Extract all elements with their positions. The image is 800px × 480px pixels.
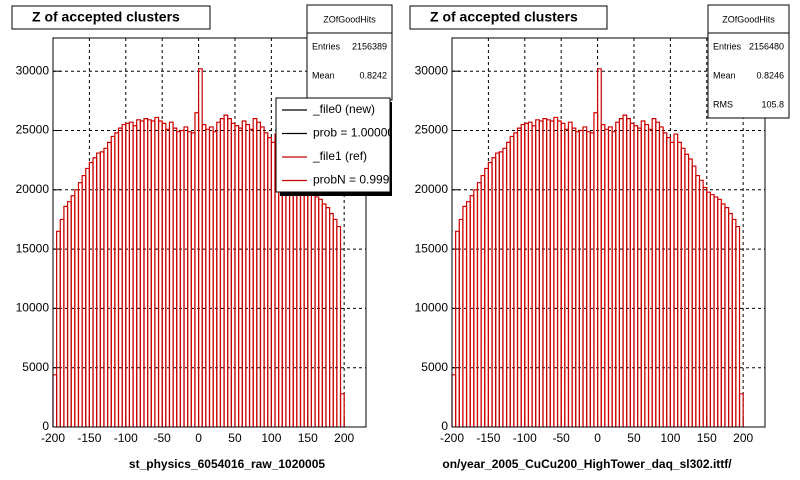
y-tick-label: 5000 bbox=[22, 360, 49, 374]
x-tick-label: 50 bbox=[228, 431, 242, 445]
y-tick-label: 20000 bbox=[415, 182, 449, 196]
stats-box bbox=[707, 4, 790, 119]
x-tick-label: -150 bbox=[77, 431, 101, 445]
histogram-bin bbox=[738, 393, 744, 427]
stats-value: 105.8 bbox=[761, 99, 784, 109]
plot-frame-border bbox=[52, 37, 367, 428]
stats-name: ZOfGoodHits bbox=[323, 14, 376, 24]
stats-value: 2156480 bbox=[749, 41, 784, 51]
chart-title: Z of accepted clusters bbox=[430, 9, 578, 25]
stats-key: Entries bbox=[713, 41, 742, 51]
x-axis-label: on/year_2005_CuCu200_HighTower_daq_sl302… bbox=[442, 457, 732, 471]
y-tick-label: 15000 bbox=[415, 241, 449, 255]
title-box bbox=[409, 5, 608, 30]
y-tick-label: 25000 bbox=[415, 123, 449, 137]
x-tick-label: 150 bbox=[697, 431, 717, 445]
stats-box bbox=[306, 4, 393, 101]
legend: _file0 (new) prob = 1.000000 _file1 (ref) p… bbox=[282, 102, 403, 187]
histogram-bin bbox=[735, 225, 741, 427]
y-tick-label: 30000 bbox=[415, 63, 449, 77]
x-tick-label: 200 bbox=[334, 431, 354, 445]
histogram-bin bbox=[336, 225, 342, 427]
legend-box bbox=[275, 97, 391, 193]
x-tick-label: -200 bbox=[41, 431, 65, 445]
y-tick-label: 0 bbox=[441, 419, 448, 433]
legend-label: prob = 1.000000 bbox=[313, 126, 401, 140]
x-tick-label: -50 bbox=[154, 431, 172, 445]
stats-value: 0.8246 bbox=[756, 70, 784, 80]
stats-key: Entries bbox=[312, 41, 341, 51]
histogram-bin bbox=[339, 393, 345, 427]
x-tick-label: 0 bbox=[594, 431, 601, 445]
stats-value: 2156389 bbox=[352, 41, 387, 51]
x-tick-label: 0 bbox=[195, 431, 202, 445]
x-tick-label: 200 bbox=[733, 431, 753, 445]
x-tick-label: -150 bbox=[476, 431, 500, 445]
x-tick-label: 100 bbox=[660, 431, 680, 445]
y-tick-label: 10000 bbox=[16, 301, 50, 315]
x-tick-label: -200 bbox=[440, 431, 464, 445]
stats-key: Mean bbox=[713, 70, 736, 80]
x-tick-label: 50 bbox=[627, 431, 641, 445]
y-tick-label: 30000 bbox=[16, 63, 50, 77]
chart-title: Z of accepted clusters bbox=[32, 9, 180, 25]
stats-key: Mean bbox=[312, 70, 335, 80]
y-tick-label: 25000 bbox=[16, 123, 50, 137]
y-tick-label: 15000 bbox=[16, 241, 50, 255]
x-tick-label: -50 bbox=[553, 431, 571, 445]
legend-label: probN = 0.99938 bbox=[313, 173, 403, 187]
y-tick-label: 0 bbox=[42, 419, 49, 433]
x-tick-label: -100 bbox=[513, 431, 537, 445]
x-axis-label: st_physics_6054016_raw_1020005 bbox=[129, 457, 325, 471]
y-tick-label: 10000 bbox=[415, 301, 449, 315]
title-box bbox=[11, 5, 211, 30]
x-tick-label: 100 bbox=[261, 431, 281, 445]
y-tick-label: 20000 bbox=[16, 182, 50, 196]
x-tick-label: 150 bbox=[298, 431, 318, 445]
stats-value: 0.8242 bbox=[359, 70, 387, 80]
y-tick-label: 5000 bbox=[421, 360, 448, 374]
x-tick-label: -100 bbox=[114, 431, 138, 445]
plot-frame-border bbox=[451, 37, 766, 428]
legend-label: _file1 (ref) bbox=[312, 149, 367, 163]
legend-label: _file0 (new) bbox=[312, 102, 375, 116]
stats-name: ZOfGoodHits bbox=[722, 14, 775, 24]
stats-key: RMS bbox=[713, 99, 733, 109]
